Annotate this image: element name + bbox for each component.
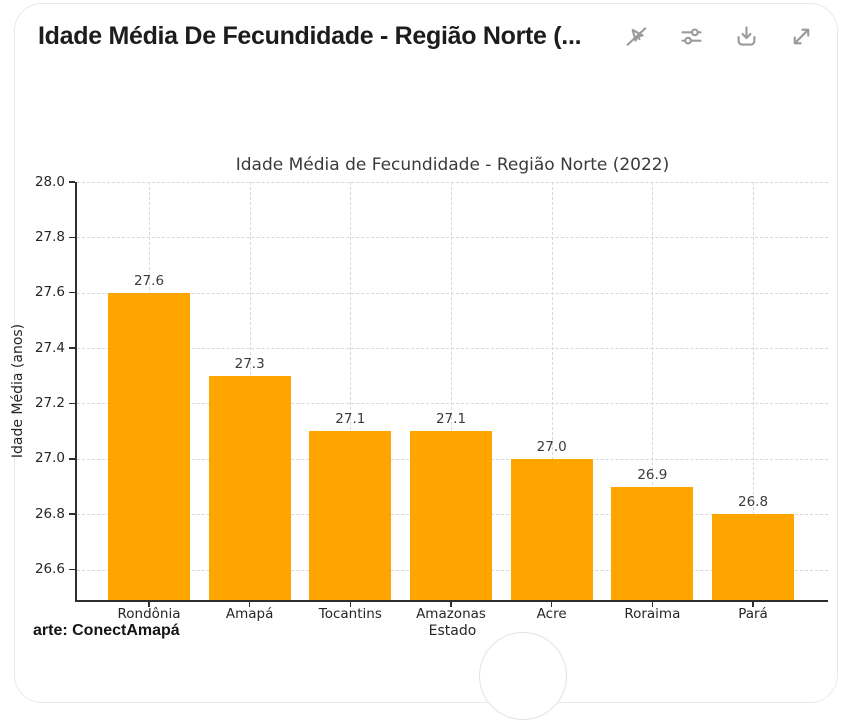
gridline-horizontal — [77, 348, 828, 350]
pointer-off-button[interactable] — [622, 22, 650, 50]
y-tick-label: 26.6 — [34, 561, 65, 578]
bar-rondônia — [108, 292, 190, 600]
chart-title: Idade Média de Fecundidade - Região Nort… — [235, 155, 670, 175]
x-tick-mark — [651, 601, 654, 607]
bar-chart: Idade Média de Fecundidade - Região Nort… — [10, 155, 828, 639]
window-title: Idade Média De Fecundidade - Região Nort… — [38, 21, 582, 50]
x-tick-label: Amazonas — [416, 606, 486, 622]
x-axis-spine — [75, 600, 828, 602]
y-tick-label: 27.4 — [34, 339, 65, 356]
bar-amapá — [208, 375, 291, 600]
x-tick-mark — [349, 601, 352, 607]
bar-value-label: 27.6 — [133, 272, 165, 289]
y-tick-mark — [69, 292, 75, 294]
download-button[interactable] — [732, 22, 760, 50]
sliders-button[interactable] — [677, 22, 705, 50]
gridline-vertical — [652, 182, 654, 600]
bar-acre — [510, 458, 593, 600]
gridline-vertical — [451, 182, 452, 600]
x-tick-mark — [450, 601, 452, 607]
y-tick-label: 27.8 — [34, 228, 65, 245]
bar-amazonas — [410, 431, 492, 600]
bar-value-label: 27.0 — [536, 438, 567, 455]
y-tick-mark — [69, 568, 75, 571]
y-tick-mark — [69, 402, 75, 405]
y-axis-spine — [75, 182, 77, 602]
bar-value-label: 27.3 — [234, 355, 265, 372]
credit-text: arte: ConectAmapá — [33, 622, 180, 639]
pointer-off-icon — [626, 26, 646, 46]
gridline-vertical — [753, 182, 755, 600]
bar-pará — [712, 514, 795, 600]
gridline-horizontal — [77, 237, 828, 239]
sliders-icon — [680, 27, 702, 45]
download-icon — [737, 25, 755, 46]
x-axis-label: Estado — [428, 623, 477, 639]
bar-value-label: 26.9 — [637, 466, 668, 483]
y-tick-label: 28.0 — [34, 173, 65, 190]
y-tick-label: 27.2 — [34, 394, 65, 411]
y-tick-mark — [69, 236, 75, 239]
bar-value-label: 27.1 — [335, 411, 366, 428]
y-tick-mark — [69, 458, 75, 460]
x-tick-mark — [148, 601, 150, 607]
toolbar — [622, 22, 815, 50]
x-tick-mark — [550, 601, 553, 607]
bar-tocantins — [309, 431, 392, 600]
partial-circle-button[interactable] — [479, 632, 567, 720]
x-tick-label: Pará — [738, 606, 768, 622]
x-tick-mark — [752, 601, 754, 607]
gridline-horizontal — [77, 403, 828, 405]
x-tick-label: Roraima — [624, 606, 681, 622]
expand-button[interactable] — [787, 22, 815, 50]
y-tick-label: 26.8 — [34, 505, 65, 522]
x-tick-label: Acre — [536, 606, 567, 622]
x-tick-label: Rondônia — [117, 606, 181, 622]
bar-roraima — [611, 486, 694, 600]
gridline-vertical — [350, 182, 352, 600]
gridline-horizontal — [77, 292, 828, 294]
expand-icon — [793, 28, 809, 44]
y-tick-label: 27.0 — [34, 450, 65, 467]
y-axis-label: Idade Média (anos) — [10, 323, 26, 459]
y-tick-mark — [69, 513, 75, 515]
bar-value-label: 26.8 — [737, 494, 769, 511]
x-tick-label: Tocantins — [318, 606, 382, 622]
x-tick-mark — [248, 601, 251, 607]
gridline-horizontal — [77, 182, 828, 183]
gridline-vertical — [551, 182, 553, 600]
y-tick-mark — [69, 347, 75, 349]
window-header: Idade Média De Fecundidade - Região Nort… — [38, 14, 824, 58]
bar-value-label: 27.1 — [435, 411, 467, 428]
y-tick-mark — [69, 181, 75, 183]
y-tick-label: 27.6 — [34, 284, 65, 301]
x-tick-label: Amapá — [225, 606, 274, 622]
